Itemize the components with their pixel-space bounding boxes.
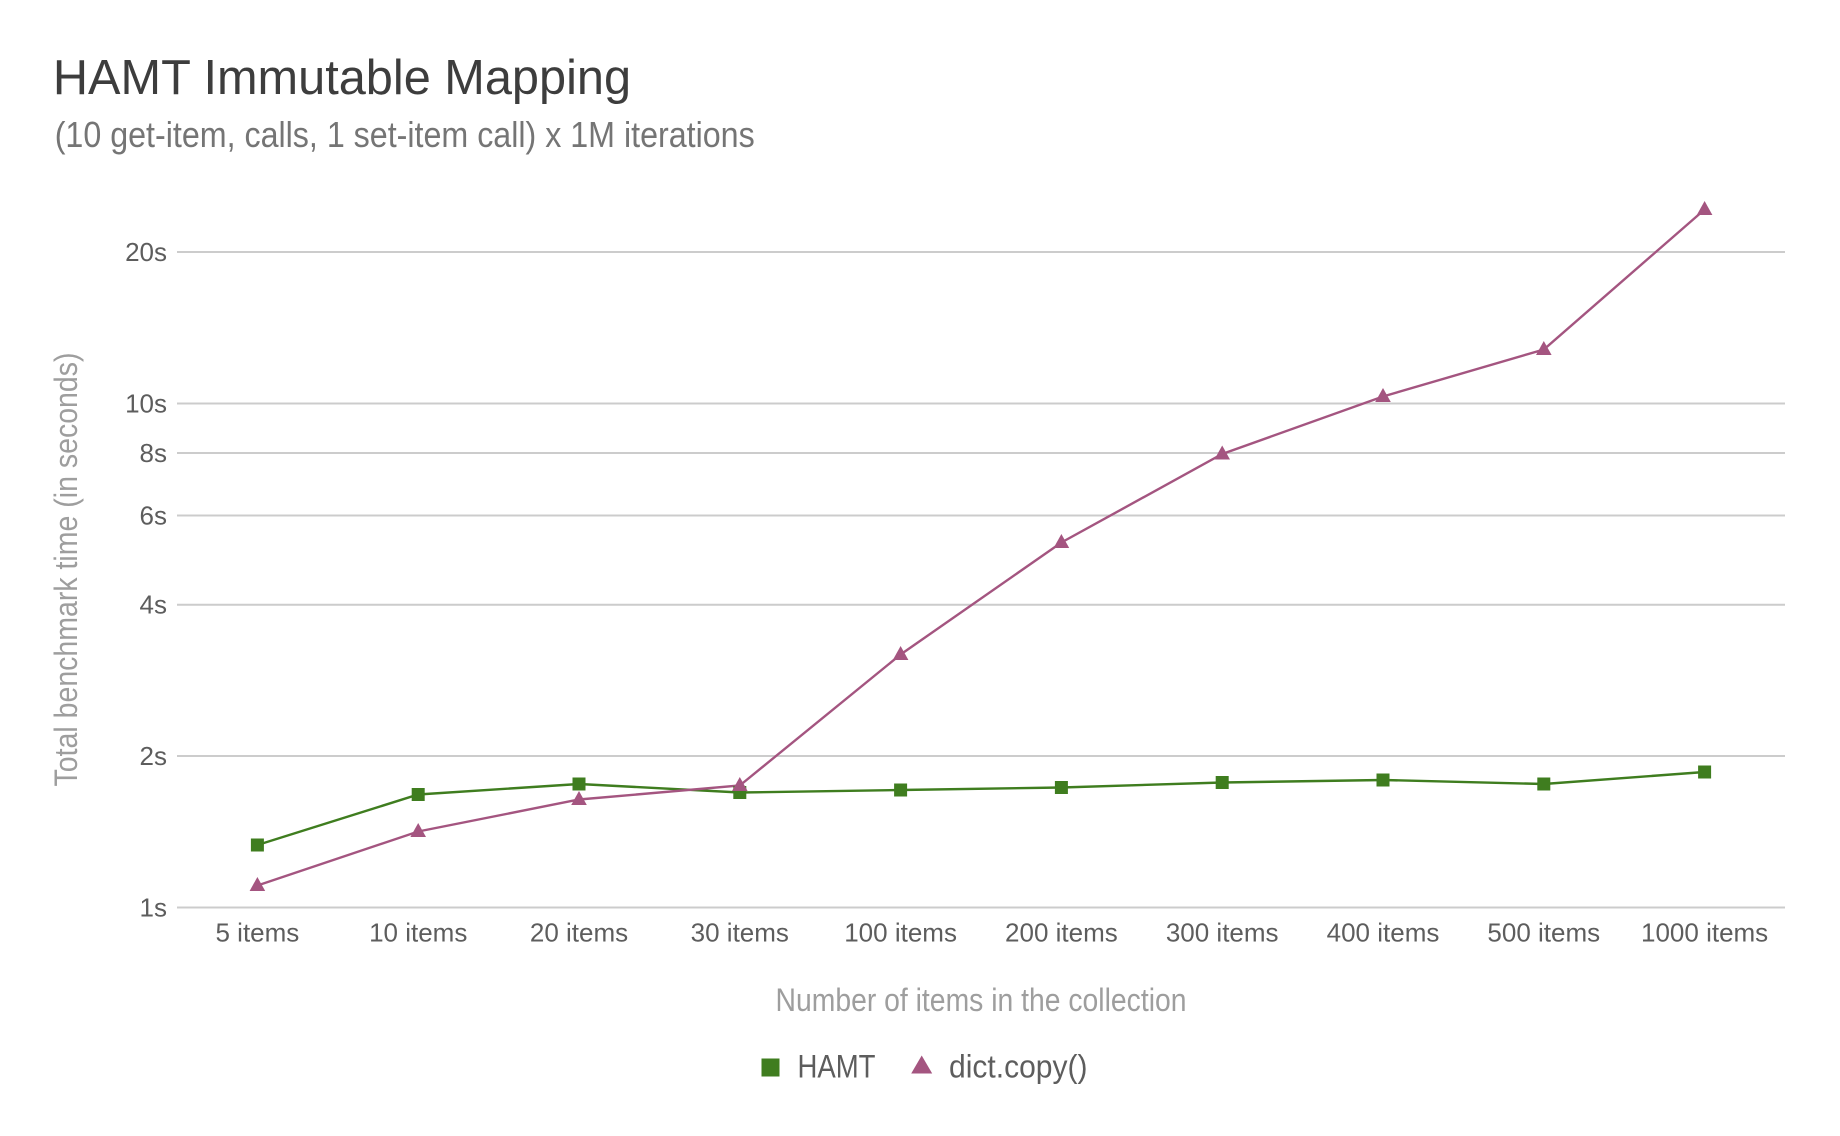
svg-text:Number of items in the collect: Number of items in the collection (776, 982, 1187, 1018)
svg-text:HAMT Immutable Mapping: HAMT Immutable Mapping (53, 51, 631, 105)
svg-text:500 items: 500 items (1487, 918, 1600, 948)
svg-text:5 items: 5 items (215, 918, 299, 948)
svg-text:20 items: 20 items (530, 918, 628, 948)
svg-text:10s: 10s (125, 389, 167, 419)
svg-text:dict.copy(): dict.copy() (949, 1049, 1088, 1085)
svg-text:8s: 8s (140, 438, 167, 468)
svg-text:1s: 1s (140, 893, 167, 923)
svg-text:20s: 20s (125, 237, 167, 267)
svg-text:300 items: 300 items (1166, 918, 1279, 948)
svg-text:10 items: 10 items (369, 918, 467, 948)
svg-text:2s: 2s (140, 741, 167, 771)
svg-text:6s: 6s (140, 501, 167, 531)
svg-text:(10 get-item, calls, 1 set-ite: (10 get-item, calls, 1 set-item call) x … (55, 114, 755, 155)
svg-text:4s: 4s (140, 590, 167, 620)
svg-text:Total benchmark time (in secon: Total benchmark time (in seconds) (48, 353, 84, 787)
svg-text:HAMT: HAMT (798, 1049, 876, 1085)
svg-text:200 items: 200 items (1005, 918, 1118, 948)
svg-text:30 items: 30 items (691, 918, 789, 948)
svg-text:100 items: 100 items (844, 918, 957, 948)
svg-text:400 items: 400 items (1327, 918, 1440, 948)
svg-text:1000 items: 1000 items (1641, 918, 1768, 948)
